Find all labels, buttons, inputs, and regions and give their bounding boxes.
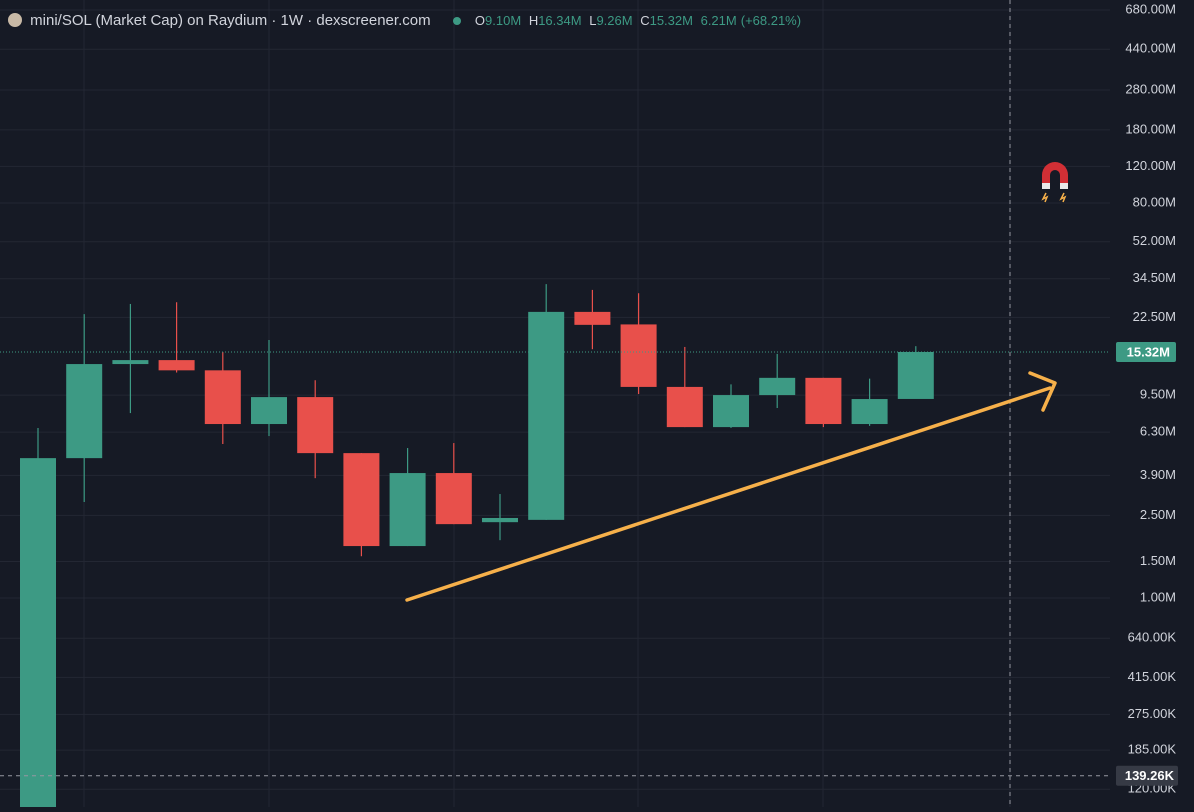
high-value: 16.34M <box>538 13 582 28</box>
y-tick-label: 680.00M <box>1125 1 1176 16</box>
y-tick-label: 640.00K <box>1128 630 1177 645</box>
candle-body <box>343 453 380 547</box>
candle-body <box>112 360 149 365</box>
change-value: 6.21M <box>700 13 737 28</box>
title: mini/SOL (Market Cap) on Raydium · 1W · … <box>30 12 431 29</box>
candle-body <box>20 458 56 812</box>
y-tick-label: 185.00K <box>1128 742 1177 757</box>
open-key: O <box>474 13 486 28</box>
candle-body <box>713 395 749 428</box>
candle-body <box>851 399 888 425</box>
crosshair-box <box>1116 765 1178 786</box>
y-tick-label: 6.30M <box>1140 424 1176 439</box>
low-value: 9.26M <box>596 13 633 28</box>
y-tick-label: 415.00K <box>1128 669 1177 684</box>
close-value: 15.32M <box>649 13 693 28</box>
magnet-icon <box>1041 162 1068 203</box>
trend-arrow <box>405 371 1057 602</box>
token-icon <box>8 13 22 27</box>
last-price-label: 15.32M <box>1127 344 1170 359</box>
high-key: H <box>528 13 539 28</box>
candle-body <box>435 473 472 525</box>
y-tick-label: 2.50M <box>1140 507 1176 522</box>
candle-body <box>620 324 657 387</box>
close-key: C <box>640 13 650 28</box>
candle-body <box>389 473 426 547</box>
y-tick-label: 1.50M <box>1140 553 1176 568</box>
candle-body <box>297 397 334 454</box>
status-dot <box>452 17 461 25</box>
candle-body <box>482 517 518 523</box>
candle-body <box>204 370 241 425</box>
candle-body <box>805 377 842 425</box>
candle-body <box>158 360 195 371</box>
change-percent: (+68.21%) <box>740 13 802 28</box>
y-tick-label: 275.00K <box>1128 706 1177 721</box>
y-tick-label: 52.00M <box>1133 233 1176 248</box>
y-tick-label: 80.00M <box>1133 194 1176 209</box>
y-tick-label: 34.50M <box>1133 270 1176 285</box>
crosshair-label: 139.26K <box>1125 768 1175 783</box>
candle-body <box>897 351 934 399</box>
y-tick-label: 120.00M <box>1125 158 1176 173</box>
y-tick-label: 280.00M <box>1125 81 1176 96</box>
y-tick-label: 440.00M <box>1125 41 1176 56</box>
y-tick-label: 22.50M <box>1133 309 1176 324</box>
candle-body <box>574 311 611 325</box>
ohlc: O9.10M H16.34M L9.26M C15.32M 6.21M (+68.… <box>475 13 805 28</box>
y-tick-label: 180.00M <box>1125 121 1176 136</box>
header: mini/SOL (Market Cap) on Raydium · 1W · … <box>8 12 809 29</box>
open-value: 9.10M <box>485 13 522 28</box>
y-tick-label: 9.50M <box>1140 387 1176 402</box>
candle-body <box>251 397 287 425</box>
y-tick-label: 3.90M <box>1140 467 1176 482</box>
low-key: L <box>589 13 597 28</box>
candle-body <box>66 364 103 459</box>
candle-body <box>666 386 703 428</box>
y-tick-label: 1.00M <box>1140 589 1176 604</box>
candle-body <box>528 311 565 520</box>
last-price-box <box>1116 341 1176 362</box>
candle-body <box>759 377 796 396</box>
